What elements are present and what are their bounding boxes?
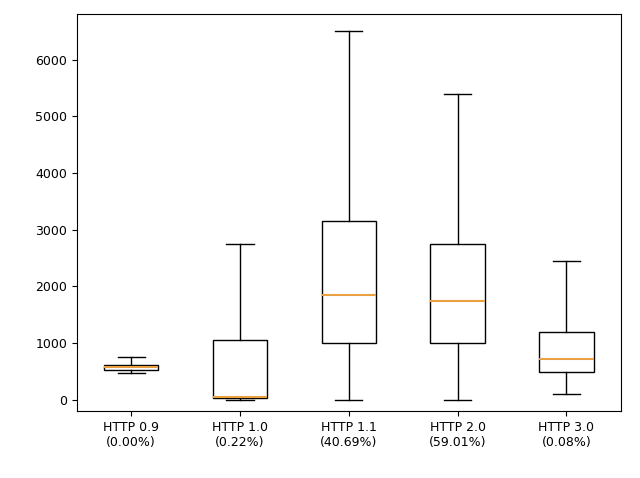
PathPatch shape: [431, 244, 485, 343]
PathPatch shape: [104, 365, 158, 369]
PathPatch shape: [322, 221, 376, 343]
PathPatch shape: [212, 340, 268, 398]
PathPatch shape: [540, 332, 594, 372]
